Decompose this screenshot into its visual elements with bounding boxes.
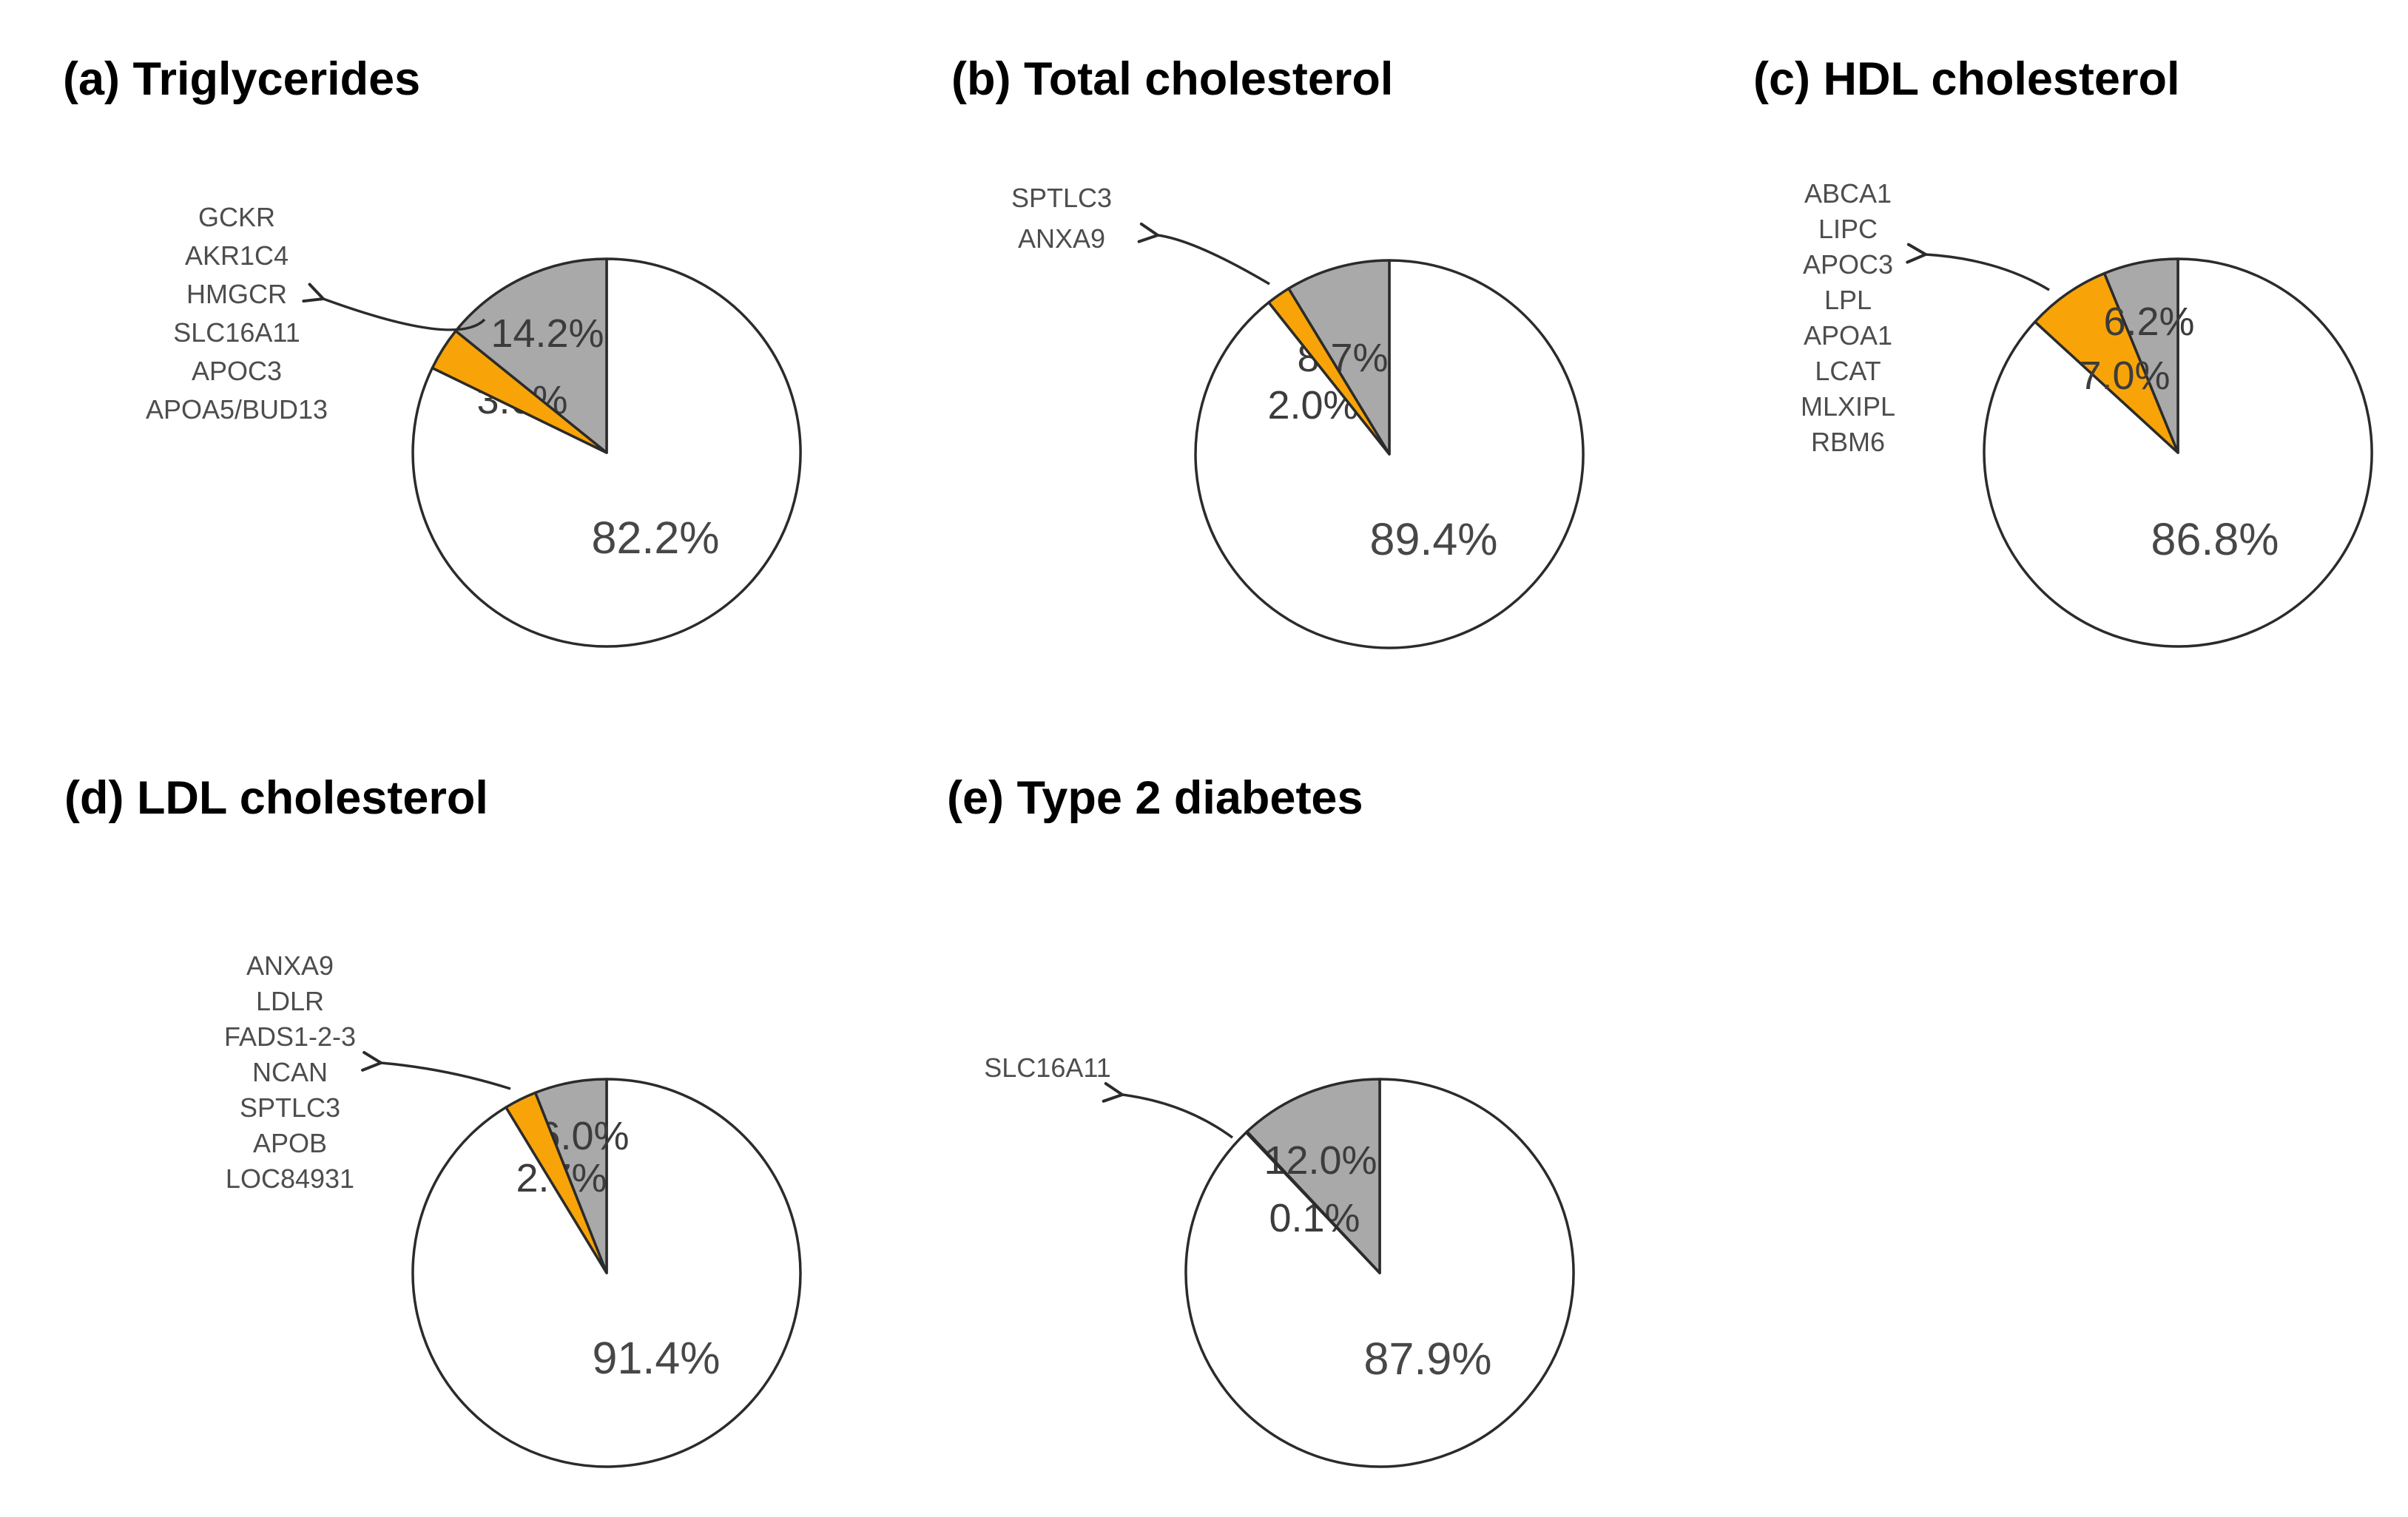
white-slice: [1184, 1078, 1575, 1468]
panel-d: (d) LDL cholesterol ANXA9 LDLR FADS1-2-3 NC…: [64, 772, 802, 1468]
panel-d-gene-list: ANXA9 LDLR FADS1-2-3 NCAN SPTLC3 APOB LOC84931: [224, 950, 356, 1194]
gene-label: ANXA9: [246, 950, 334, 981]
gene-label: SPTLC3: [1011, 183, 1112, 213]
panel-e: (e) Type 2 diabetes SLC16A11 87.9% 12.0%…: [947, 772, 1575, 1468]
gene-label: SLC16A11: [173, 317, 300, 348]
panel-c-pie: 86.8% 6.2% 7.0%: [1983, 257, 2373, 648]
gene-label: APOC3: [192, 356, 282, 386]
panel-b-pie: 89.4% 8.7% 2.0%: [1194, 259, 1585, 649]
gene-label: LIPC: [1818, 214, 1878, 244]
gray-slice: [1245, 1078, 1381, 1274]
gray-slice: [454, 257, 608, 454]
gene-label: HMGCR: [186, 279, 287, 309]
gray-slice-label: 14.2%: [490, 311, 604, 356]
callout-arrow: [1102, 1082, 1234, 1139]
gene-label: SPTLC3: [240, 1092, 340, 1123]
panel-a-pie: 82.2% 14.2% 3.6%: [411, 257, 802, 648]
gene-label: RBM6: [1811, 427, 1885, 457]
gene-label: GCKR: [198, 202, 275, 232]
gene-label: NCAN: [252, 1057, 328, 1087]
white-slice-label: 86.8%: [2151, 514, 2279, 564]
orange-slice: [1267, 287, 1391, 456]
gene-label: SLC16A11: [984, 1053, 1110, 1083]
panel-e-gene-list: SLC16A11: [984, 1053, 1110, 1083]
gene-label: APOB: [253, 1128, 327, 1158]
panel-e-pie: 87.9% 12.0% 0.1%: [1184, 1078, 1575, 1468]
panel-d-pie: 91.4% 6.0% 2.7%: [411, 1078, 802, 1468]
panel-c-gene-list: ABCA1 LIPC APOC3 LPL APOA1 LCAT MLXIPL RBM6: [1801, 178, 1895, 457]
callout-arrow: [1137, 222, 1270, 286]
gene-label: APOC3: [1803, 249, 1893, 280]
panel-a-gene-list: GCKR AKR1C4 HMGCR SLC16A11 APOC3 APOA5/BUD13: [146, 202, 328, 425]
callout-arrow: [302, 283, 486, 331]
orange-slice: [505, 1091, 608, 1274]
gene-label: APOA5/BUD13: [146, 394, 328, 425]
panel-b: (b) Total cholesterol SPTLC3 ANXA9 89.4% …: [951, 53, 1585, 649]
white-slice-label: 87.9%: [1364, 1334, 1492, 1384]
orange-slice: [2034, 271, 2179, 454]
gene-label: FADS1-2-3: [224, 1021, 356, 1052]
panel-a-title: (a) Triglycerides: [63, 53, 420, 105]
callout-arrow: [361, 1050, 511, 1090]
white-slice-label: 91.4%: [593, 1333, 721, 1383]
gray-slice-label: 6.2%: [2103, 300, 2194, 344]
gene-label: MLXIPL: [1801, 391, 1895, 422]
panel-e-title: (e) Type 2 diabetes: [947, 772, 1363, 824]
panel-b-gene-list: SPTLC3 ANXA9: [1011, 183, 1112, 254]
orange-slice: [1244, 1130, 1381, 1274]
panel-b-title: (b) Total cholesterol: [951, 53, 1393, 105]
gene-label: APOA1: [1804, 320, 1892, 351]
gray-slice: [1287, 259, 1391, 456]
orange-slice: [431, 329, 608, 454]
gene-label: LOC84931: [226, 1163, 354, 1194]
gene-label: ABCA1: [1804, 178, 1892, 209]
white-slice-label: 89.4%: [1370, 514, 1498, 564]
gene-label: LPL: [1824, 285, 1872, 315]
orange-slice-label: 7.0%: [2079, 354, 2170, 398]
panel-a: (a) Triglycerides GCKR AKR1C4 HMGCR SLC16A1…: [63, 53, 802, 648]
panel-c-title: (c) HDL cholesterol: [1753, 53, 2179, 105]
white-slice-label: 82.2%: [592, 513, 720, 563]
panel-c: (c) HDL cholesterol ABCA1 LIPC APOC3 LPL APO…: [1753, 53, 2373, 648]
gene-label: AKR1C4: [185, 240, 289, 271]
gray-slice-label: 12.0%: [1264, 1138, 1377, 1183]
gene-label: LCAT: [1815, 356, 1881, 386]
callout-arrow: [1906, 243, 2050, 291]
panel-d-title: (d) LDL cholesterol: [64, 772, 488, 824]
gene-label: LDLR: [256, 986, 324, 1016]
gene-label: ANXA9: [1018, 223, 1105, 254]
